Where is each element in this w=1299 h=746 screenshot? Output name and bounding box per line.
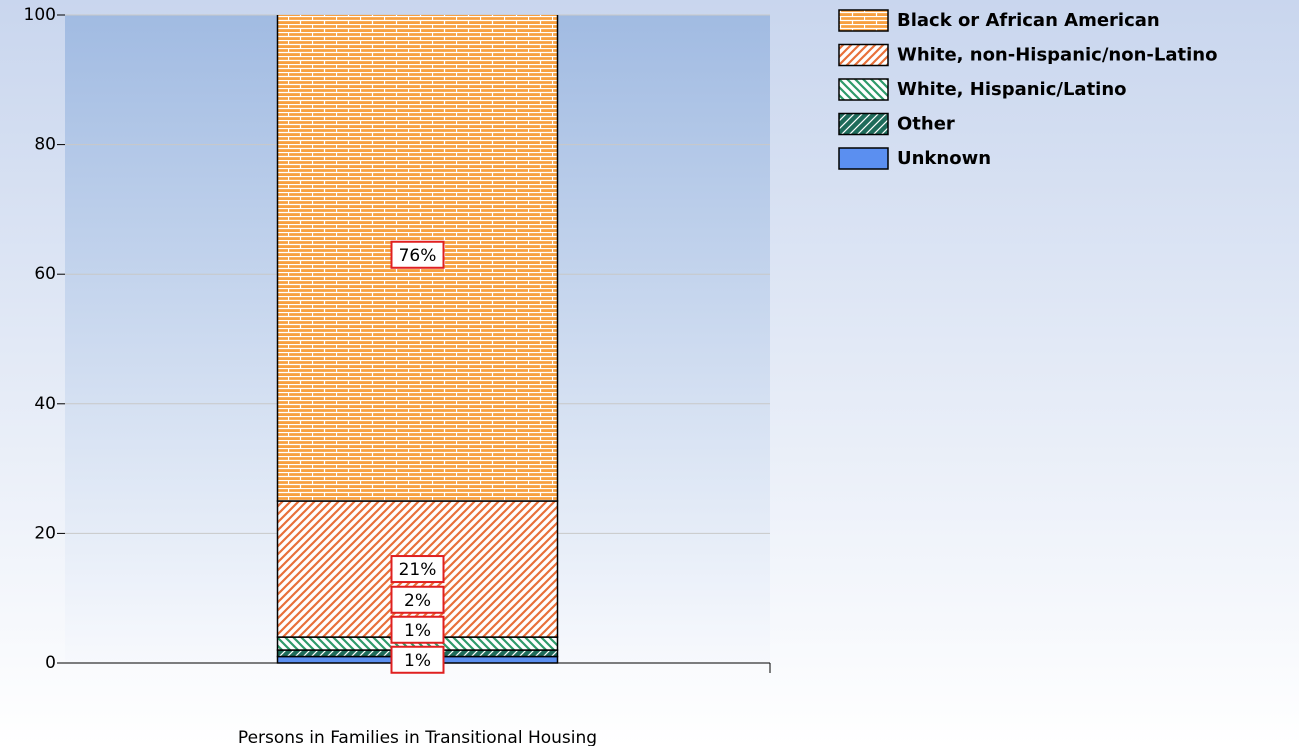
data-label-box [390, 555, 445, 584]
y-tick-label: 80 [34, 135, 56, 155]
y-tick-label: 60 [34, 264, 56, 284]
data-label: 2% [404, 591, 431, 611]
y-tick-label: 20 [34, 523, 56, 543]
legend-swatch [838, 43, 889, 67]
legend-label: Unknown [897, 148, 991, 169]
data-label-box [390, 615, 445, 644]
legend-label: Black or African American [897, 10, 1160, 31]
data-label: 21% [399, 560, 437, 580]
legend-label: White, non-Hispanic/non-Latino [897, 45, 1217, 66]
data-label: 1% [404, 651, 431, 671]
y-tick-label: 0 [45, 653, 56, 673]
legend-swatch [838, 147, 889, 170]
data-label: 1% [404, 621, 431, 641]
y-tick-label: 100 [24, 5, 56, 25]
y-tick-label: 40 [34, 394, 56, 414]
data-label-box [390, 585, 445, 614]
legend-label: Other [897, 114, 955, 135]
legend-label: White, Hispanic/Latino [897, 79, 1127, 100]
legend-swatch [838, 112, 889, 136]
legend-swatch [838, 78, 889, 101]
data-label: 76% [399, 246, 437, 266]
legend-swatch [838, 9, 889, 32]
x-tick-label: Persons in Families in Transitional Hous… [238, 728, 597, 746]
data-label-box [390, 645, 445, 674]
data-label-box [390, 240, 445, 269]
